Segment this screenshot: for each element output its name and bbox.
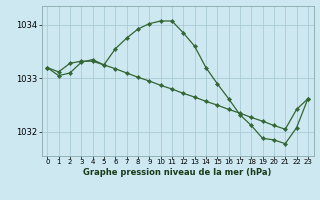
X-axis label: Graphe pression niveau de la mer (hPa): Graphe pression niveau de la mer (hPa) xyxy=(84,168,272,177)
